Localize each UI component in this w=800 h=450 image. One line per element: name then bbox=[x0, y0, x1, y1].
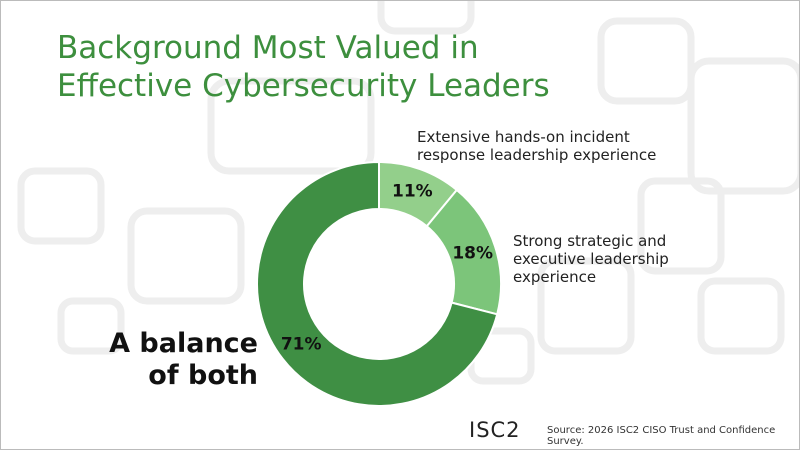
data-label: 11% bbox=[392, 181, 433, 201]
category-label: A balance of both bbox=[109, 328, 258, 391]
data-label: 18% bbox=[452, 244, 493, 264]
chart-title: Background Most Valued in Effective Cybe… bbox=[57, 30, 550, 104]
category-label: Extensive hands-on incident response lea… bbox=[417, 128, 657, 164]
logo: ISC2 bbox=[469, 418, 521, 442]
data-label: 71% bbox=[281, 334, 322, 354]
category-label: Strong strategic and executive leadershi… bbox=[513, 232, 669, 286]
donut-slice bbox=[256, 160, 499, 407]
source-note: Source: 2026 ISC2 CISO Trust and Confide… bbox=[547, 425, 776, 447]
donut: 11% 18% 71% bbox=[256, 160, 502, 407]
background-decoration bbox=[17, 1, 799, 385]
